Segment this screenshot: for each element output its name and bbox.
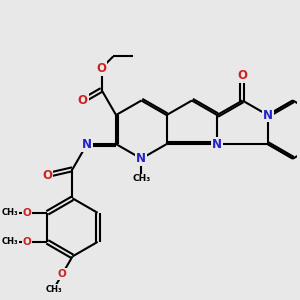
Text: N: N bbox=[212, 138, 222, 151]
Text: O: O bbox=[42, 169, 52, 182]
Text: O: O bbox=[97, 61, 106, 75]
Text: N: N bbox=[136, 152, 146, 165]
Text: CH₃: CH₃ bbox=[1, 237, 18, 246]
Text: O: O bbox=[78, 94, 88, 107]
Text: CH₃: CH₃ bbox=[1, 208, 18, 217]
Text: O: O bbox=[22, 237, 32, 247]
Text: CH₃: CH₃ bbox=[132, 174, 151, 183]
Text: N: N bbox=[82, 138, 92, 151]
Text: CH₃: CH₃ bbox=[45, 285, 62, 294]
Text: N: N bbox=[263, 109, 273, 122]
Text: O: O bbox=[237, 69, 248, 82]
Text: O: O bbox=[22, 208, 32, 218]
Text: O: O bbox=[58, 269, 67, 279]
